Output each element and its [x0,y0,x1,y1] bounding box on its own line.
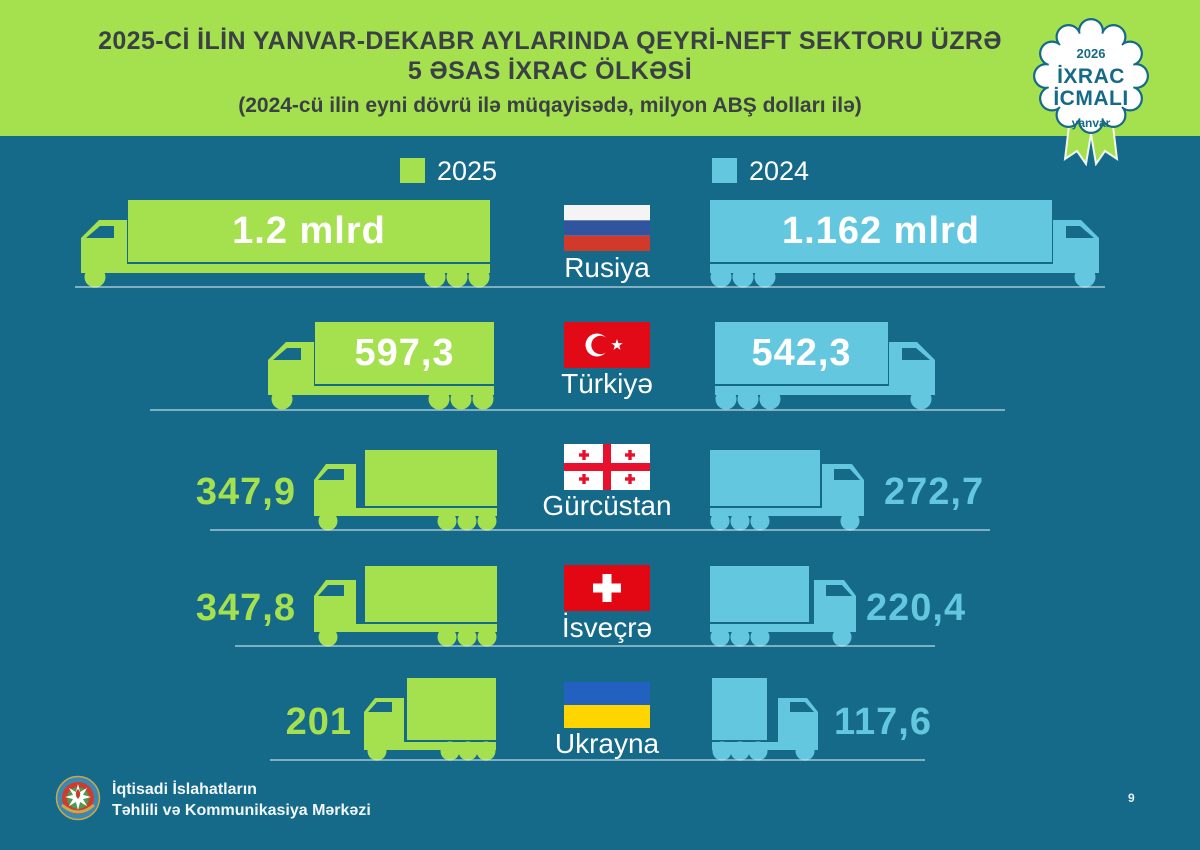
turkey-flag-icon [564,322,650,368]
row-divider [235,645,935,647]
value-2024-isvecre: 220,4 [866,587,967,629]
value-2024-gurcustan: 272,7 [884,471,985,513]
country-label-rusiya: Rusiya [564,252,650,283]
country-label-turkiye: Türkiyə [561,368,653,399]
row-divider [210,529,990,531]
page-title-line2: 5 ƏSAS İXRAC ÖLKƏSİ [407,57,693,85]
value-2024-ukrayna: 117,6 [834,701,932,743]
organization-line2: Təhlili və Kommunikasiya Mərkəzi [112,802,371,819]
header-titles: 2025-Cİ İLİN YANVAR-DEKABR AYLARINDA QEY… [0,26,1100,118]
legend-swatch-2024 [712,158,737,183]
state-emblem-icon [55,775,101,821]
badge-month: yanvar [1072,116,1111,130]
export-review-badge: 2026 İXRAC İCMALI yanvar [1033,18,1149,166]
row-divider [75,286,1105,288]
truck-2025-rusiya: 1.2 mlrd [75,198,490,288]
value-2025-gurcustan: 347,9 [195,471,296,513]
badge-year: 2026 [1077,46,1106,61]
legend-swatch-2025 [400,158,425,183]
truck-2024-ukrayna [712,678,822,762]
switzerland-flag-icon [564,565,650,611]
legend-label-2025: 2025 [437,156,498,186]
georgia-flag-icon [564,444,650,490]
value-2024-rusiya: 1.162 mlrd [782,209,980,252]
value-2024-turkiye: 542,3 [751,331,852,374]
legend-label-2024: 2024 [749,156,810,186]
truck-2025-isvecre [310,566,497,648]
truck-2024-gurcustan [710,450,868,532]
value-2025-ukrayna: 201 [285,701,352,743]
truck-2025-ukrayna [360,678,496,762]
russia-flag-icon [564,205,650,251]
badge-title-line2: İCMALI [1053,87,1128,110]
badge-title-line1: İXRAC [1057,65,1125,88]
badge-seal [1033,18,1149,134]
country-label-gurcustan: Gürcüstan [542,490,672,521]
value-2025-turkiye: 597,3 [354,331,455,374]
organization-line1: İqtisadi İslahatların [112,781,257,798]
truck-2025-turkiye: 597,3 [262,320,494,410]
row-divider [270,759,925,761]
truck-2024-turkiye: 542,3 [715,320,941,410]
truck-2025-gurcustan [310,450,497,532]
header-band [0,0,1200,136]
ukraine-flag-icon [564,682,650,728]
page-subtitle: (2024-cü ilin eyni dövrü ilə müqayisədə,… [238,94,862,117]
country-label-isvecre: İsveçrə [561,612,653,643]
page-number: 9 [1128,791,1135,805]
page-title-line1: 2025-Cİ İLİN YANVAR-DEKABR AYLARINDA QEY… [98,27,1002,55]
truck-2024-isvecre [710,566,860,648]
truck-2024-rusiya: 1.162 mlrd [710,198,1105,288]
value-2025-rusiya: 1.2 mlrd [232,209,386,252]
row-divider [150,409,1005,411]
value-2025-isvecre: 347,8 [195,587,296,629]
organization-name: İqtisadi İslahatların Təhlili və Kommuni… [112,779,371,821]
country-label-ukrayna: Ukrayna [554,728,660,759]
